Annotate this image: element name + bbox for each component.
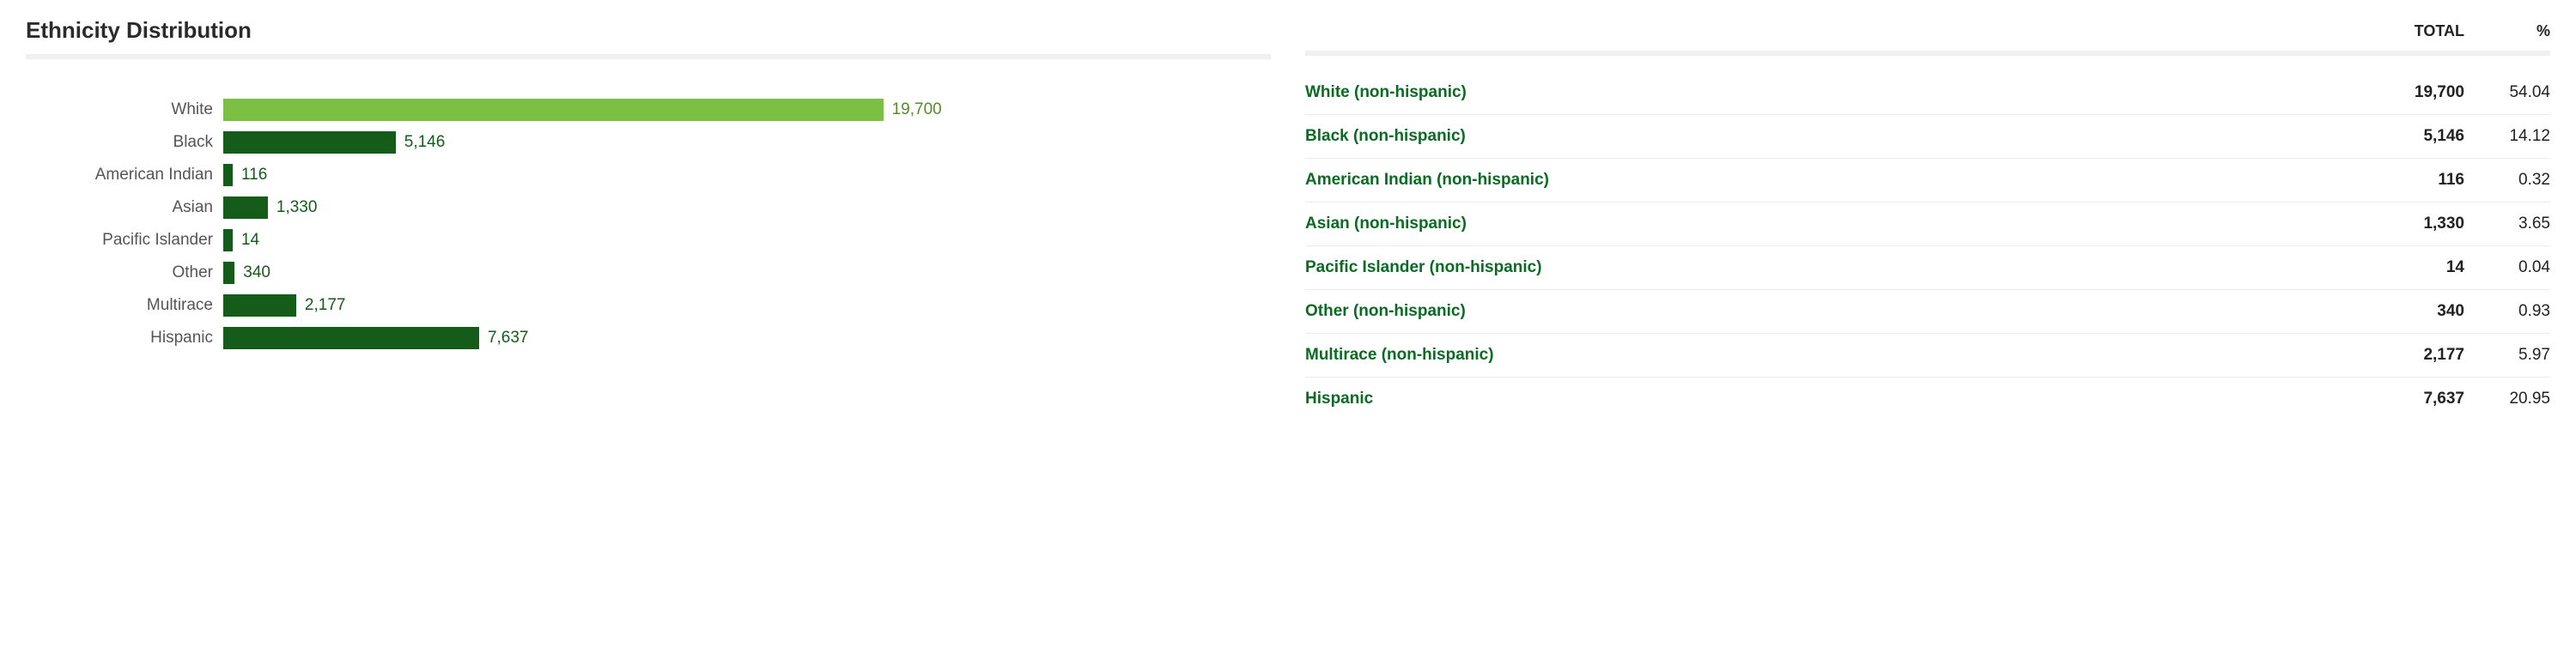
table-row-pct: 0.93: [2464, 302, 2550, 321]
table-row-total: 340: [2361, 302, 2464, 321]
chart-row-value: 7,637: [488, 329, 529, 348]
chart-row-label: White: [26, 100, 223, 119]
chart-row-value: 116: [241, 166, 267, 184]
chart-bar-area: 116: [223, 164, 1271, 186]
chart-row-label: Hispanic: [26, 329, 223, 348]
table-rule: [1305, 51, 2550, 56]
chart-bar: [223, 196, 268, 219]
table-row: American Indian (non-hispanic)1160.32: [1305, 159, 2550, 203]
table-row-total: 5,146: [2361, 127, 2464, 146]
table-row: Multirace (non-hispanic)2,1775.97: [1305, 334, 2550, 378]
table-row-total: 116: [2361, 171, 2464, 190]
chart-bar-area: 5,146: [223, 131, 1271, 154]
table-row-total: 1,330: [2361, 215, 2464, 233]
table-row-label[interactable]: White (non-hispanic): [1305, 83, 2361, 102]
chart-panel: Ethnicity Distribution White 19,700 Black 5…: [26, 17, 1271, 420]
chart-bar-area: 340: [223, 262, 1271, 284]
chart-row: Other 340: [26, 257, 1271, 289]
table-row: Black (non-hispanic)5,14614.12: [1305, 115, 2550, 159]
chart-bar: [223, 99, 884, 121]
table-row-label[interactable]: Other (non-hispanic): [1305, 302, 2361, 321]
table-row: Other (non-hispanic)3400.93: [1305, 290, 2550, 334]
section-title: Ethnicity Distribution: [26, 17, 1271, 44]
chart-bar: [223, 327, 479, 349]
title-rule: [26, 54, 1271, 59]
chart-bar: [223, 164, 233, 186]
table-row-label[interactable]: Asian (non-hispanic): [1305, 215, 2361, 233]
table-row-label[interactable]: Multirace (non-hispanic): [1305, 346, 2361, 365]
chart-bar-area: 19,700: [223, 99, 1271, 121]
chart-bar-area: 1,330: [223, 196, 1271, 219]
chart-row-value: 5,146: [404, 133, 446, 152]
table-row-label[interactable]: Pacific Islander (non-hispanic): [1305, 258, 2361, 277]
table-row-label[interactable]: Black (non-hispanic): [1305, 127, 2361, 146]
table-row-total: 7,637: [2361, 390, 2464, 408]
chart-row-label: Other: [26, 263, 223, 282]
chart-row-value: 14: [241, 231, 259, 250]
chart-bar-area: 14: [223, 229, 1271, 251]
chart-bar: [223, 131, 396, 154]
ethnicity-bar-chart: White19,700Black5,146American Indian116A…: [26, 90, 1271, 354]
ethnicity-distribution-container: Ethnicity Distribution White 19,700 Black 5…: [26, 17, 2550, 420]
chart-row-label: Multirace: [26, 296, 223, 315]
chart-row: Asian 1,330: [26, 191, 1271, 224]
table-row: Hispanic7,63720.95: [1305, 378, 2550, 420]
table-row-pct: 5.97: [2464, 346, 2550, 365]
table-row-pct: 0.04: [2464, 258, 2550, 277]
table-header-total: TOTAL: [2361, 22, 2464, 40]
chart-row: Black 5,146: [26, 126, 1271, 159]
table-row-pct: 14.12: [2464, 127, 2550, 146]
table-row: White (non-hispanic)19,70054.04: [1305, 71, 2550, 115]
table-row-pct: 3.65: [2464, 215, 2550, 233]
chart-row: Pacific Islander 14: [26, 224, 1271, 257]
table-row-pct: 0.32: [2464, 171, 2550, 190]
chart-row-value: 340: [243, 263, 270, 282]
table-row-label[interactable]: Hispanic: [1305, 390, 2361, 408]
table-row-pct: 54.04: [2464, 83, 2550, 102]
table-row-label[interactable]: American Indian (non-hispanic): [1305, 171, 2361, 190]
table-row-total: 19,700: [2361, 83, 2464, 102]
chart-bar-area: 2,177: [223, 294, 1271, 317]
chart-bar-area: 7,637: [223, 327, 1271, 349]
chart-row-label: Pacific Islander: [26, 231, 223, 250]
chart-bar: [223, 262, 234, 284]
chart-row-value: 19,700: [892, 100, 942, 119]
table-row-pct: 20.95: [2464, 390, 2550, 408]
chart-row: American Indian 116: [26, 159, 1271, 191]
chart-row-label: Asian: [26, 198, 223, 217]
table-header-pct: %: [2464, 22, 2550, 40]
chart-bar: [223, 229, 233, 251]
table-row: Asian (non-hispanic)1,3303.65: [1305, 203, 2550, 246]
table-panel: TOTAL % White (non-hispanic)19,70054.04B…: [1305, 17, 2550, 420]
table-row-total: 14: [2361, 258, 2464, 277]
table-header: TOTAL %: [1305, 17, 2550, 51]
chart-row: Hispanic 7,637: [26, 322, 1271, 354]
chart-row-value: 1,330: [276, 198, 318, 217]
chart-row-label: Black: [26, 133, 223, 152]
chart-bar: [223, 294, 296, 317]
chart-row-value: 2,177: [305, 296, 346, 315]
table-row-total: 2,177: [2361, 346, 2464, 365]
chart-row: Multirace 2,177: [26, 289, 1271, 322]
chart-row: White 19,700: [26, 94, 1271, 126]
table-row: Pacific Islander (non-hispanic)140.04: [1305, 246, 2550, 290]
chart-row-label: American Indian: [26, 166, 223, 184]
ethnicity-table: White (non-hispanic)19,70054.04Black (no…: [1305, 71, 2550, 420]
